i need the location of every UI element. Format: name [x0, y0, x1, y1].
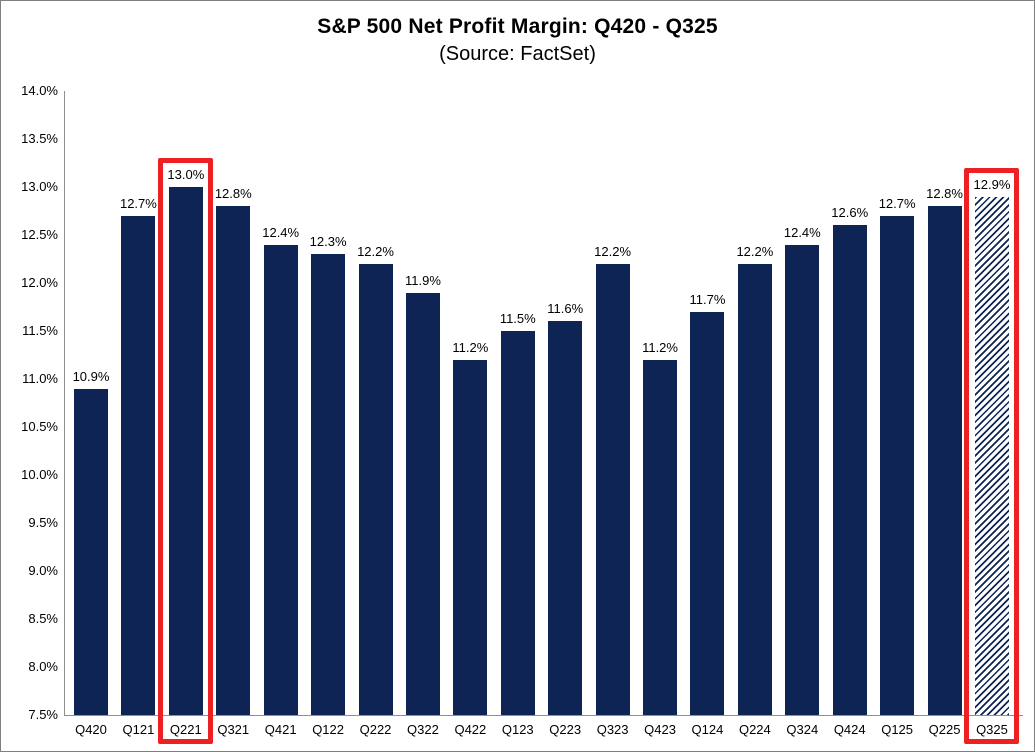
y-tick-label: 8.5%	[28, 611, 58, 626]
x-tick-label-q420: Q420	[75, 722, 107, 737]
bar-q323	[595, 263, 630, 715]
y-tick-label: 7.5%	[28, 707, 58, 722]
bar-q125	[880, 215, 915, 715]
bar-q223	[548, 321, 583, 715]
bar-q422	[453, 359, 488, 715]
y-tick-label: 9.5%	[28, 515, 58, 530]
bar-value-label: 12.7%	[119, 195, 157, 211]
bar-value-label: 12.4%	[783, 224, 821, 240]
x-axis-line	[64, 715, 1023, 716]
x-tick-label-q321: Q321	[217, 722, 250, 737]
x-tick-label-q324: Q324	[786, 722, 819, 737]
bar-value-label: 12.9%	[973, 176, 1011, 192]
bar-q121	[121, 215, 156, 715]
y-tick-label: 8.0%	[28, 659, 58, 674]
x-tick-label-q221: Q221	[169, 722, 202, 737]
bar-q321	[216, 206, 251, 715]
y-tick-label: 9.0%	[28, 563, 58, 578]
y-tick-label: 12.0%	[21, 275, 58, 290]
bar-value-label: 12.7%	[878, 195, 916, 211]
bar-value-label: 11.2%	[452, 339, 489, 355]
x-tick-label-q123: Q123	[501, 722, 534, 737]
bar-value-label: 11.6%	[547, 301, 584, 317]
y-tick-label: 11.5%	[22, 323, 58, 338]
x-tick-label-q421: Q421	[264, 722, 297, 737]
bar-q420	[74, 388, 108, 715]
bar-q421	[263, 244, 298, 715]
bar-q322	[405, 292, 440, 715]
bar-value-label: 11.7%	[689, 291, 726, 307]
y-tick-label: 11.0%	[22, 371, 58, 386]
x-tick-label-q424: Q424	[833, 722, 866, 737]
y-tick-label: 14.0%	[21, 83, 58, 98]
x-tick-label-q225: Q225	[928, 722, 961, 737]
y-tick-label: 10.0%	[21, 467, 58, 482]
bar-q423	[643, 359, 678, 715]
bar-value-label: 12.8%	[214, 186, 252, 202]
y-tick-label: 13.5%	[21, 131, 58, 146]
bar-q225	[927, 206, 962, 715]
y-axis-line	[64, 91, 65, 715]
bar-value-label: 12.8%	[926, 186, 963, 202]
bar-q122	[311, 254, 346, 715]
bar-value-label: 10.9%	[72, 368, 110, 384]
x-tick-label-q125: Q125	[881, 722, 914, 737]
chart-subtitle: (Source: FactSet)	[439, 43, 596, 65]
y-tick-label: 13.0%	[21, 179, 58, 194]
bar-value-label: 13.0%	[167, 167, 205, 182]
bar-q424	[832, 225, 867, 715]
bar-q325	[974, 196, 1009, 715]
bar-value-label: 12.2%	[736, 243, 774, 259]
bar-value-label: 12.6%	[831, 205, 869, 221]
y-tick-label: 12.5%	[21, 227, 58, 242]
x-tick-label-q325: Q325	[976, 722, 1008, 737]
x-tick-label-q322: Q322	[407, 722, 439, 737]
bar-value-label: 11.9%	[404, 272, 441, 288]
x-tick-label-q222: Q222	[359, 722, 392, 737]
x-tick-label-q224: Q224	[738, 722, 771, 737]
x-tick-label-q124: Q124	[691, 722, 724, 737]
x-tick-label-q422: Q422	[454, 722, 487, 737]
bar-q224	[737, 263, 772, 715]
x-tick-label-q121: Q121	[122, 722, 155, 737]
bar-value-label: 12.4%	[262, 224, 300, 240]
x-tick-label-q423: Q423	[644, 722, 676, 737]
bar-value-label: 11.5%	[499, 311, 536, 326]
bar-value-label: 11.2%	[642, 339, 678, 355]
bar-q124	[690, 311, 725, 715]
x-tick-label-q122: Q122	[312, 722, 344, 737]
x-tick-label-q323: Q323	[596, 722, 629, 737]
bar-q221	[168, 187, 203, 715]
y-tick-label: 10.5%	[21, 419, 58, 434]
bar-value-label: 12.2%	[357, 243, 394, 259]
chart-title: S&P 500 Net Profit Margin: Q420 - Q325	[317, 15, 718, 38]
x-tick-label-q223: Q223	[549, 722, 582, 737]
bar-q123	[500, 331, 535, 715]
bar-q324	[785, 244, 820, 715]
bar-value-label: 12.3%	[309, 234, 347, 250]
bar-q222	[358, 263, 393, 715]
bar-value-label: 12.2%	[594, 243, 632, 259]
